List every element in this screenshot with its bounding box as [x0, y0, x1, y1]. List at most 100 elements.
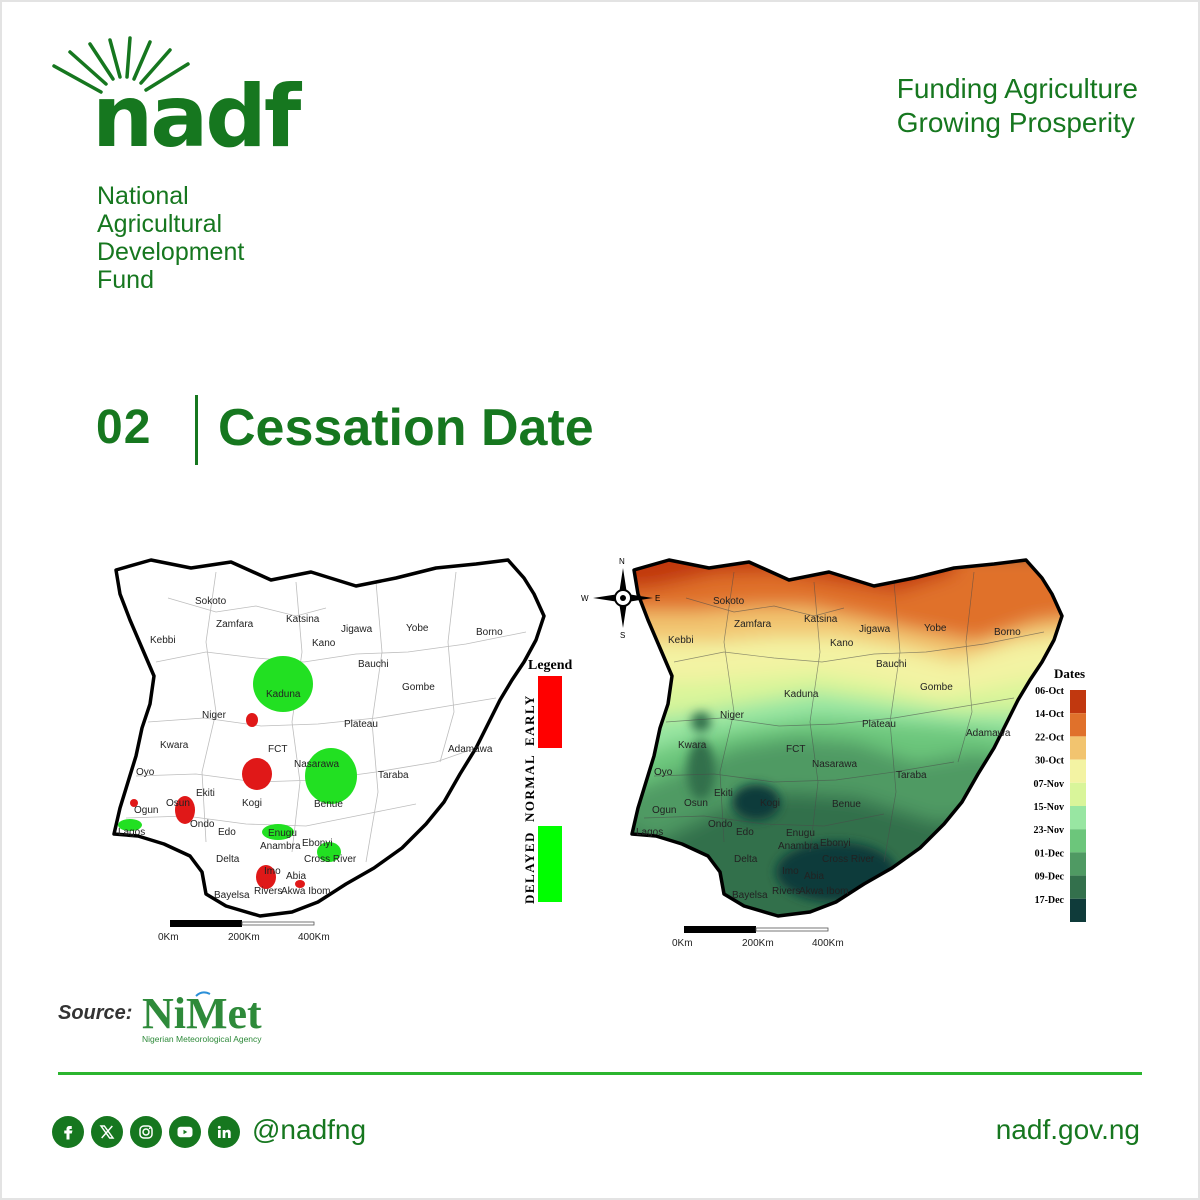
state-label: Yobe — [406, 623, 429, 634]
state-label: Sokoto — [195, 596, 227, 607]
org-name-line: Development — [97, 238, 245, 266]
footer-divider — [58, 1072, 1142, 1075]
state-label: Lagos — [636, 827, 663, 838]
state-label: Kwara — [678, 740, 707, 751]
scale-label: 0Km — [672, 938, 693, 949]
compass-rose: N E S W — [581, 557, 660, 640]
state-label: Niger — [720, 710, 745, 721]
compass-w: W — [581, 594, 589, 603]
legend-label: 17-Dec — [1035, 895, 1065, 906]
linkedin-icon[interactable] — [208, 1116, 240, 1148]
legend-swatch-delayed — [538, 826, 562, 902]
compass-s: S — [620, 631, 625, 640]
right-cessation-map: Sokoto Zamfara Katsina Jigawa Yobe Borno… — [581, 557, 1086, 949]
legend-swatch — [1070, 898, 1086, 922]
state-label: Anambra — [778, 841, 819, 852]
state-label: Niger — [202, 710, 227, 721]
org-name-line: National — [97, 182, 189, 210]
state-label: FCT — [268, 744, 287, 755]
state-label: Rivers — [772, 886, 800, 897]
state-label: Taraba — [896, 770, 927, 781]
state-label: Delta — [734, 854, 758, 865]
date-legend: 06-Oct 14-Oct 22-Oct 30-Oct 07-Nov 15-Nov 23-N… — [1033, 686, 1086, 922]
facebook-icon[interactable] — [52, 1116, 84, 1148]
scale-bar-filled — [684, 926, 756, 933]
state-label: Gombe — [402, 682, 435, 693]
legend-label-normal: NORMAL — [522, 754, 537, 822]
legend-label: 01-Dec — [1035, 848, 1065, 859]
state-label: Akwa Ibom — [799, 886, 848, 897]
state-label: Ondo — [708, 819, 733, 830]
state-label: Borno — [994, 627, 1021, 638]
state-label: Borno — [476, 627, 503, 638]
scale-bar-empty — [241, 921, 315, 926]
legend-label: 22-Oct — [1035, 732, 1065, 743]
legend-swatch — [1070, 806, 1086, 830]
state-label: Osun — [166, 798, 190, 809]
state-label: Plateau — [862, 719, 896, 730]
state-label: Cross River — [304, 854, 357, 865]
org-name-line: Agricultural — [97, 210, 223, 238]
scale-bar-filled — [170, 920, 242, 927]
legend-label: 14-Oct — [1035, 709, 1065, 720]
state-label: Bauchi — [358, 659, 389, 670]
maps-figure: Sokoto Zamfara Katsina Jigawa Yobe Borno… — [112, 557, 1086, 949]
left-legend-title: Legend — [528, 658, 573, 673]
legend-swatch-normal — [538, 748, 562, 826]
legend-swatch-early — [538, 676, 562, 748]
org-name-line: Fund — [97, 266, 154, 294]
social-handle-link[interactable]: @nadfng — [252, 1114, 367, 1145]
website-link[interactable]: nadf.gov.ng — [995, 1114, 1140, 1145]
instagram-icon[interactable] — [130, 1116, 162, 1148]
state-label: Rivers — [254, 886, 282, 897]
x-icon[interactable] — [91, 1116, 123, 1148]
left-state-labels: Sokoto Zamfara Katsina Jigawa Yobe Borno… — [118, 596, 503, 901]
state-label: Nasarawa — [812, 759, 857, 770]
state-label: Bauchi — [876, 659, 907, 670]
legend-swatch — [1070, 759, 1086, 783]
early-areas — [130, 713, 305, 889]
svg-text:nadf: nadf — [92, 67, 303, 154]
state-label: Abia — [804, 871, 824, 882]
legend-label: 30-Oct — [1035, 756, 1065, 767]
youtube-icon[interactable] — [169, 1116, 201, 1148]
state-label: Katsina — [286, 614, 320, 625]
tagline: Funding Agriculture Growing Prosperity — [897, 72, 1138, 140]
state-label: Bayelsa — [214, 890, 250, 901]
state-label: Oyo — [136, 767, 155, 778]
svg-text:NiMet: NiMet — [142, 989, 262, 1038]
state-label: Ogun — [652, 805, 676, 816]
state-label: Gombe — [920, 682, 953, 693]
state-label: Plateau — [344, 719, 378, 730]
state-label: Imo — [782, 866, 799, 877]
scale-label: 400Km — [812, 938, 844, 949]
state-label: Zamfara — [216, 619, 254, 630]
state-label: Nasarawa — [294, 759, 339, 770]
section-number: 02 — [96, 401, 152, 454]
legend-swatch — [1070, 690, 1086, 714]
state-label: Imo — [264, 866, 281, 877]
state-label: Enugu — [786, 828, 815, 839]
state-label: Osun — [684, 798, 708, 809]
legend-label: 07-Nov — [1033, 779, 1064, 790]
scale-label: 400Km — [298, 932, 330, 943]
section-title: Cessation Date — [218, 399, 594, 457]
state-label: Kaduna — [266, 689, 301, 700]
compass-n: N — [619, 557, 625, 566]
state-label: Kaduna — [784, 689, 819, 700]
right-state-labels: Sokoto Zamfara Katsina Jigawa Yobe Borno… — [636, 596, 1021, 901]
source-label: Source: — [58, 1002, 133, 1024]
state-label: Kano — [312, 638, 336, 649]
state-label: Jigawa — [341, 624, 373, 635]
state-label: Yobe — [924, 623, 947, 634]
state-label: Bayelsa — [732, 890, 768, 901]
state-label: Ondo — [190, 819, 215, 830]
state-label: Benue — [314, 799, 343, 810]
state-label: Jigawa — [859, 624, 891, 635]
nadf-logo: nadf — [52, 36, 306, 154]
legend-swatch — [1070, 782, 1086, 806]
state-label: Adamawa — [448, 744, 493, 755]
legend-label: 09-Dec — [1035, 872, 1065, 883]
delayed-areas — [118, 656, 357, 862]
state-label: Ebonyi — [302, 838, 333, 849]
